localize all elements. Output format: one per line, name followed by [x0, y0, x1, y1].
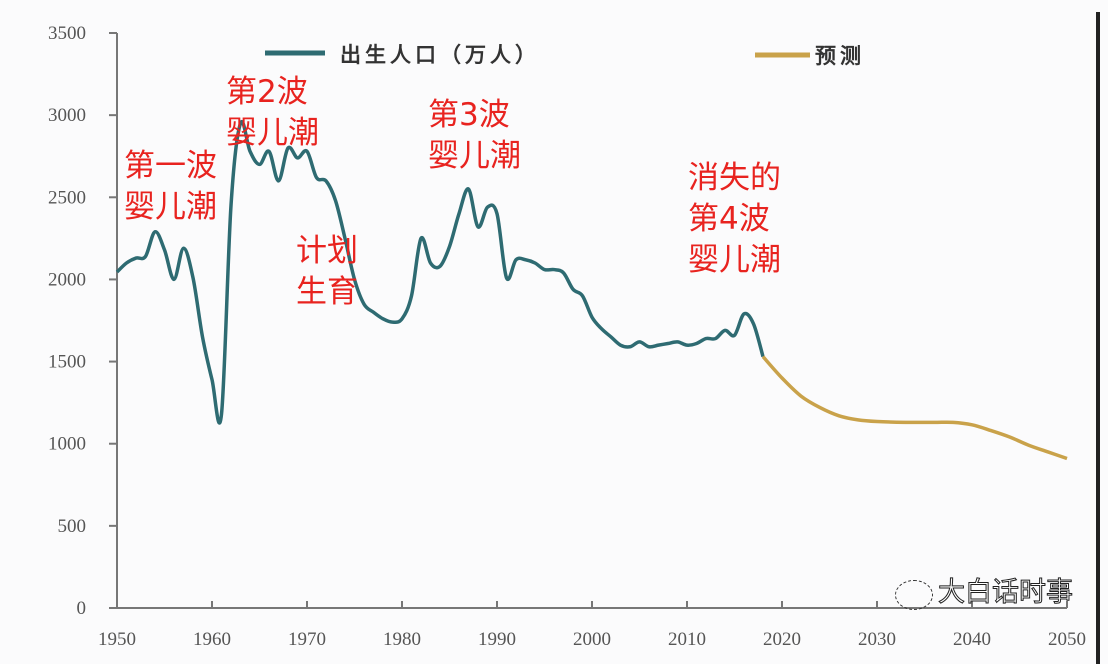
x-tick-label: 2020 — [763, 629, 801, 650]
x-tick-label: 2030 — [858, 629, 896, 650]
annotation-family-planning: 计划 生育 — [296, 233, 358, 310]
annotation-second-wave: 第2波 婴儿潮 — [226, 74, 319, 151]
legend-label-forecast: 预测 — [815, 44, 865, 68]
wechat-logo-icon — [895, 580, 933, 610]
legend-label-births: 出生人口（万人） — [340, 43, 540, 67]
y-tick-label: 3500 — [48, 23, 86, 44]
legend: 出生人口（万人） 预测 — [265, 43, 865, 68]
watermark: 大白话时事 — [938, 577, 1074, 608]
y-tick-label: 1000 — [48, 434, 86, 455]
x-tick-label: 2010 — [668, 629, 706, 650]
x-tick-label: 1950 — [98, 629, 136, 650]
y-tick-label: 1500 — [48, 352, 86, 373]
y-tick-label: 2500 — [48, 187, 86, 208]
series-line-forecast — [761, 355, 1068, 461]
y-tick-label: 2000 — [48, 269, 86, 290]
x-tick-label: 1990 — [478, 629, 516, 650]
annotation-first-wave: 第一波 婴儿潮 — [124, 148, 217, 225]
series-line-births — [115, 119, 765, 425]
right-border — [1096, 12, 1100, 664]
y-tick-label: 500 — [58, 516, 87, 537]
y-tick-label: 3000 — [48, 105, 86, 126]
x-tick-label: 1980 — [383, 629, 421, 650]
y-tick-label: 0 — [77, 598, 87, 619]
x-tick-label: 1970 — [288, 629, 326, 650]
x-tick-label: 2050 — [1048, 629, 1086, 650]
annotation-missing-fourth-wave: 消失的 第4波 婴儿潮 — [688, 160, 781, 278]
x-tick-label: 1960 — [193, 629, 231, 650]
x-tick-label: 2000 — [573, 629, 611, 650]
annotation-third-wave: 第3波 婴儿潮 — [428, 97, 521, 174]
x-tick-label: 2040 — [953, 629, 991, 650]
